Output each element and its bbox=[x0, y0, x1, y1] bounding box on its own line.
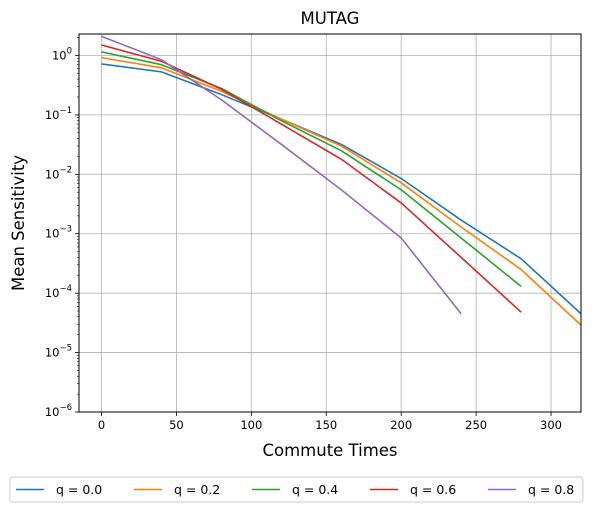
x-tick-label: 50 bbox=[169, 418, 184, 432]
legend-label-2: q = 0.4 bbox=[292, 482, 338, 497]
series-line-4 bbox=[101, 35, 462, 315]
plot-frame bbox=[78, 33, 582, 413]
series-lines bbox=[101, 35, 581, 326]
x-tick-label: 250 bbox=[465, 418, 487, 432]
y-tick-label: 10−6 bbox=[45, 403, 72, 419]
series-line-1 bbox=[101, 56, 581, 326]
series-line-0 bbox=[101, 63, 581, 315]
legend-label-0: q = 0.0 bbox=[56, 482, 102, 497]
y-tick-label: 10−1 bbox=[45, 106, 72, 122]
x-tick-label: 100 bbox=[240, 418, 262, 432]
y-axis-title: Mean Sensitivity bbox=[9, 155, 28, 291]
grid-lines bbox=[79, 34, 581, 413]
legend: q = 0.0 q = 0.2 q = 0.4 q = 0.6 q = 0.8 bbox=[9, 476, 584, 503]
chart-title: MUTAG bbox=[301, 9, 360, 28]
y-tick-label: 100 bbox=[52, 46, 72, 62]
y-tick-label: 10−4 bbox=[45, 284, 72, 300]
x-tick-label: 200 bbox=[390, 418, 412, 432]
legend-box bbox=[9, 476, 584, 503]
legend-label-1: q = 0.2 bbox=[174, 482, 220, 497]
x-tick-label: 300 bbox=[540, 418, 562, 432]
legend-label-3: q = 0.6 bbox=[410, 482, 456, 497]
x-tick-label: 150 bbox=[315, 418, 337, 432]
x-axis-title: Commute Times bbox=[262, 441, 397, 460]
y-tick-label: 10−3 bbox=[45, 225, 72, 241]
axis-ticks: 0 50 100 150 200 250 300 10−6 10−5 10−4 10−3 10−2 10… bbox=[45, 37, 562, 432]
y-tick-label: 10−2 bbox=[45, 165, 72, 181]
x-tick-label: 0 bbox=[98, 418, 105, 432]
series-line-2 bbox=[101, 51, 522, 288]
y-tick-label: 10−5 bbox=[45, 344, 72, 360]
legend-label-4: q = 0.8 bbox=[528, 482, 574, 497]
